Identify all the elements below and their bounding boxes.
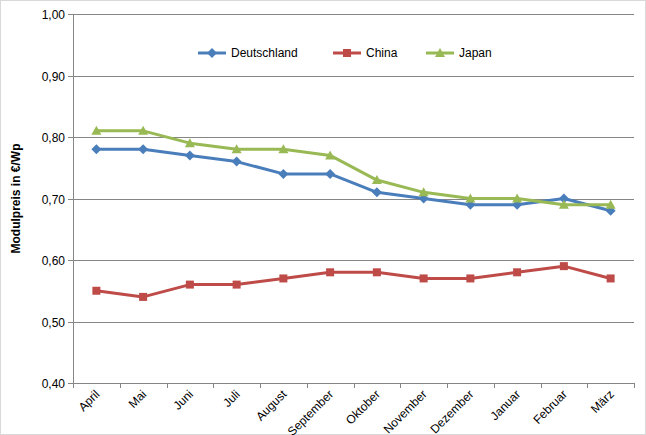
data-point (91, 144, 101, 154)
x-tick-label: Juli (220, 387, 243, 410)
y-tick (68, 199, 73, 200)
data-point (278, 169, 288, 179)
y-tick-label: 0,60 (42, 254, 66, 268)
x-axis (73, 383, 634, 384)
grid-line (73, 322, 634, 323)
x-tick-label: Januar (487, 387, 523, 423)
data-point (466, 274, 474, 282)
y-tick-label: 0,40 (42, 377, 66, 391)
data-point (372, 175, 382, 184)
y-tick-label: 1,00 (42, 8, 66, 22)
grid-line (73, 383, 634, 384)
chart-border (1, 1, 646, 435)
legend-label: Japan (459, 46, 492, 60)
legend-label: Deutschland (231, 46, 298, 60)
legend-marker (343, 49, 351, 57)
grid-line (73, 76, 634, 77)
data-point (512, 194, 522, 203)
y-axis (73, 14, 74, 383)
data-point (186, 281, 194, 289)
x-tick (213, 383, 214, 388)
x-tick-label: August (253, 387, 290, 424)
data-point (559, 200, 569, 209)
data-point (420, 274, 428, 282)
x-tick (494, 383, 495, 388)
grid-line (73, 260, 634, 261)
x-tick (541, 383, 542, 388)
data-point (606, 200, 616, 209)
data-point (607, 274, 615, 282)
data-point (560, 262, 568, 270)
grid-line (73, 137, 634, 138)
x-tick (634, 383, 635, 388)
y-axis-label: Modulpreis in €/Wp (9, 144, 23, 254)
y-tick-label: 0,80 (42, 131, 66, 145)
x-tick-label: März (588, 387, 617, 416)
y-tick (68, 383, 73, 384)
x-tick (354, 383, 355, 388)
legend-label: China (366, 46, 398, 60)
series-line (96, 131, 610, 205)
data-point (138, 144, 148, 154)
data-point (233, 281, 241, 289)
x-tick (260, 383, 261, 388)
data-point (185, 138, 195, 147)
x-tick-label: Oktober (343, 387, 383, 427)
x-tick-label: Dezember (427, 387, 476, 435)
data-point (91, 126, 101, 135)
x-tick-label: April (76, 387, 103, 414)
grid-line (73, 14, 634, 15)
x-tick (73, 383, 74, 388)
data-point (372, 187, 382, 197)
x-tick (120, 383, 121, 388)
legend-marker (435, 48, 445, 57)
x-tick-label: Februar (530, 387, 570, 427)
x-tick-label: September (285, 387, 336, 435)
data-point (138, 126, 148, 135)
data-point (279, 274, 287, 282)
x-tick-label: Mai (126, 387, 150, 411)
data-point (325, 169, 335, 179)
y-tick (68, 76, 73, 77)
x-tick (307, 383, 308, 388)
data-point (185, 150, 195, 160)
data-point (513, 268, 521, 276)
x-tick-label: Juni (171, 387, 196, 412)
x-tick (167, 383, 168, 388)
data-point (278, 144, 288, 153)
plot-area (91, 126, 615, 301)
data-point (232, 157, 242, 167)
data-point (139, 293, 147, 301)
data-point (373, 268, 381, 276)
data-point (232, 144, 242, 153)
y-tick-label: 0,90 (42, 70, 66, 84)
y-tick (68, 14, 73, 15)
x-tick (400, 383, 401, 388)
data-point (325, 150, 335, 159)
chart: 0,40 0,50 0,60 0,70 0,80 0,90 1,00 April Mai Juni… (0, 0, 646, 435)
legend: Deutschland China Japan (198, 46, 492, 60)
x-tick (587, 383, 588, 388)
y-tick (68, 260, 73, 261)
y-tick-label: 0,50 (42, 316, 66, 330)
x-tick-label: November (381, 387, 430, 435)
data-point (326, 268, 334, 276)
y-tick (68, 137, 73, 138)
data-point (92, 287, 100, 295)
y-tick (68, 322, 73, 323)
data-point (419, 187, 429, 196)
series-line (96, 266, 610, 297)
x-tick (447, 383, 448, 388)
legend-marker (207, 48, 217, 58)
y-tick-label: 0,70 (42, 193, 66, 207)
data-point (465, 194, 475, 203)
